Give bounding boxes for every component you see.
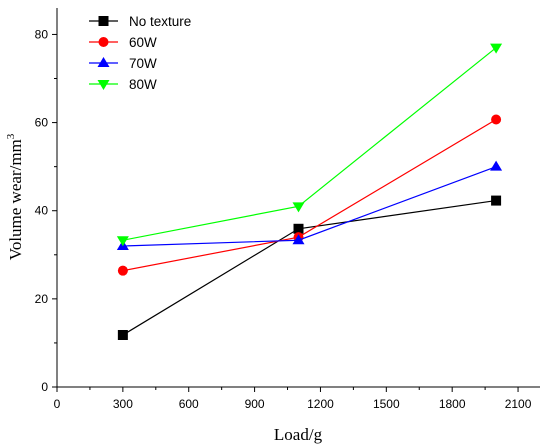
x-axis-ticks: 0 300 600 900 1200 1500 1800 2100 — [54, 387, 532, 411]
series-80w — [116, 43, 503, 247]
x-tick-label: 300 — [113, 397, 133, 411]
data-point — [117, 265, 128, 276]
legend-item: 60W — [89, 35, 157, 50]
x-tick-label: 1800 — [439, 397, 466, 411]
plot-area — [56, 8, 540, 388]
legend-label: No texture — [129, 14, 191, 29]
series-layer — [116, 43, 503, 340]
legend: No texture 60W 70W 80W — [89, 14, 191, 92]
series-line — [122, 199, 497, 336]
y-axis-ticks: 0 20 40 60 80 — [35, 27, 57, 394]
y-axis-title-superscript: 3 — [5, 133, 17, 139]
data-point — [97, 57, 110, 67]
x-tick-label: 1500 — [373, 397, 400, 411]
data-point — [292, 202, 305, 213]
legend-label: 60W — [129, 35, 157, 50]
data-point — [490, 43, 503, 54]
data-point — [116, 236, 129, 247]
legend-item: No texture — [89, 14, 191, 29]
y-tick-label: 60 — [35, 116, 49, 130]
x-tick-label: 0 — [54, 397, 61, 411]
legend-label: 80W — [129, 77, 157, 92]
y-tick-label: 80 — [35, 27, 49, 41]
series-line — [122, 118, 497, 272]
legend-item: 70W — [89, 56, 157, 71]
x-tick-label: 600 — [179, 397, 199, 411]
series-no-texture — [117, 195, 502, 340]
x-tick-label: 2100 — [505, 397, 532, 411]
data-point — [491, 114, 502, 125]
y-tick-label: 20 — [35, 292, 49, 306]
y-tick-label: 40 — [35, 204, 49, 218]
data-point — [490, 160, 503, 171]
series-line — [122, 47, 497, 241]
data-point — [292, 234, 305, 245]
data-point — [293, 223, 304, 234]
data-point — [97, 80, 110, 90]
data-point — [491, 195, 502, 206]
legend-label: 70W — [129, 56, 157, 71]
data-point — [98, 16, 109, 26]
x-tick-label: 1200 — [307, 397, 334, 411]
y-axis-title: Volume wear/mm3 — [5, 133, 25, 260]
x-tick-label: 900 — [245, 397, 265, 411]
data-point — [98, 37, 109, 47]
legend-item: 80W — [89, 77, 157, 92]
series-60w — [117, 114, 502, 276]
data-point — [117, 329, 128, 340]
series-70w — [116, 160, 503, 250]
y-tick-label: 0 — [41, 380, 48, 394]
series-line — [122, 166, 497, 247]
x-axis-title: Load/g — [274, 425, 323, 444]
y-axis-title-text: Volume wear/mm — [6, 139, 25, 260]
